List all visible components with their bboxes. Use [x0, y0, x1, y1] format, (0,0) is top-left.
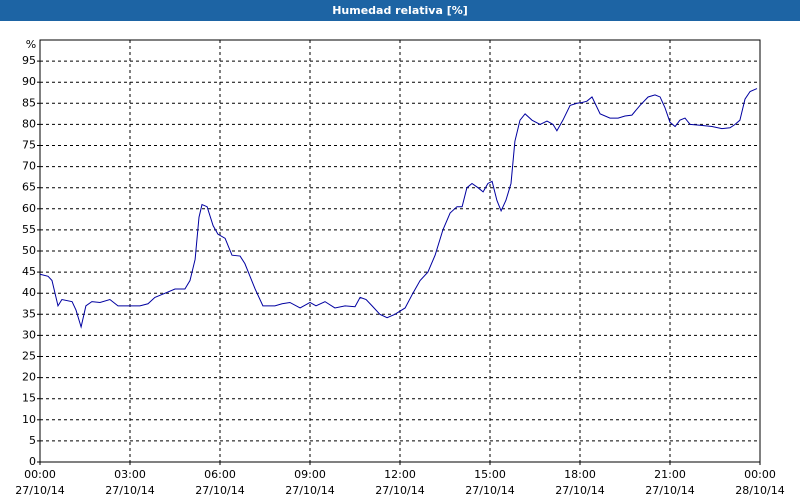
y-tick-label: 15 [22, 392, 36, 405]
chart-title: Humedad relativa [%] [332, 4, 468, 17]
y-tick-label: 35 [22, 307, 36, 320]
x-tick-date: 27/10/14 [195, 484, 244, 497]
x-tick-date: 27/10/14 [105, 484, 154, 497]
y-tick-label: 60 [22, 202, 36, 215]
y-tick-label: 55 [22, 223, 36, 236]
x-tick-date: 27/10/14 [15, 484, 64, 497]
x-tick-date: 27/10/14 [285, 484, 334, 497]
y-tick-label: 30 [22, 328, 36, 341]
y-tick-label: 40 [22, 286, 36, 299]
y-tick-label: 70 [22, 160, 36, 173]
y-tick-label: 0 [29, 455, 36, 468]
title-bar [0, 0, 800, 21]
x-tick-date: 28/10/14 [735, 484, 784, 497]
x-tick-label: 18:00 [564, 468, 596, 481]
x-tick-label: 00:00 [24, 468, 56, 481]
y-tick-label: 85 [22, 96, 36, 109]
y-tick-label: 65 [22, 181, 36, 194]
y-tick-label: 90 [22, 75, 36, 88]
y-axis-label: % [26, 38, 36, 51]
y-tick-label: 5 [29, 434, 36, 447]
y-tick-label: 50 [22, 244, 36, 257]
y-tick-label: 45 [22, 265, 36, 278]
data-line [39, 88, 758, 329]
x-tick-label: 09:00 [294, 468, 326, 481]
x-tick-label: 03:00 [114, 468, 146, 481]
y-tick-label: 95 [22, 54, 36, 67]
x-tick-date: 27/10/14 [645, 484, 694, 497]
x-tick-label: 21:00 [654, 468, 686, 481]
x-tick-label: 06:00 [204, 468, 236, 481]
y-tick-label: 75 [22, 139, 36, 152]
x-tick-label: 12:00 [384, 468, 416, 481]
x-tick-label: 15:00 [474, 468, 506, 481]
y-tick-label: 10 [22, 413, 36, 426]
x-tick-label: 00:00 [744, 468, 776, 481]
y-tick-label: 80 [22, 117, 36, 130]
x-tick-date: 27/10/14 [375, 484, 424, 497]
x-tick-date: 27/10/14 [555, 484, 604, 497]
x-tick-date: 27/10/14 [465, 484, 514, 497]
y-tick-label: 20 [22, 371, 36, 384]
y-tick-label: 25 [22, 350, 36, 363]
